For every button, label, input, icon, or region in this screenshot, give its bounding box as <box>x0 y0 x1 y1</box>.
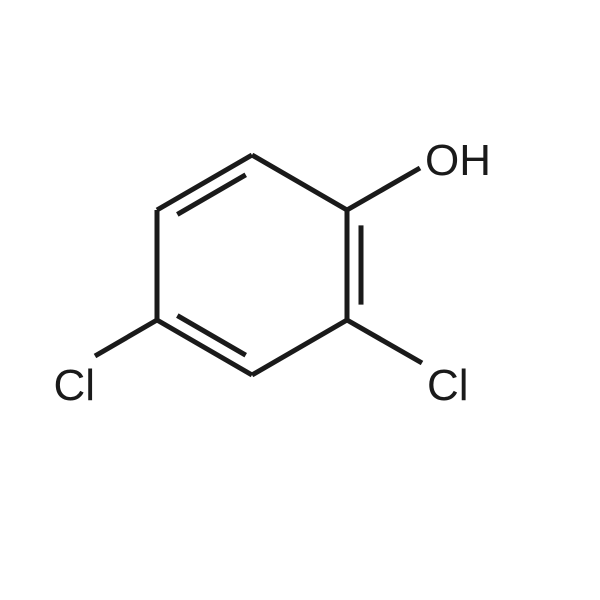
molecule-diagram: OH Cl Cl <box>0 0 600 600</box>
bonds-layer <box>95 155 422 375</box>
chlorine-4-label: Cl <box>53 361 95 410</box>
hydroxyl-label: OH <box>425 136 491 185</box>
chlorine-2-label: Cl <box>427 361 469 410</box>
